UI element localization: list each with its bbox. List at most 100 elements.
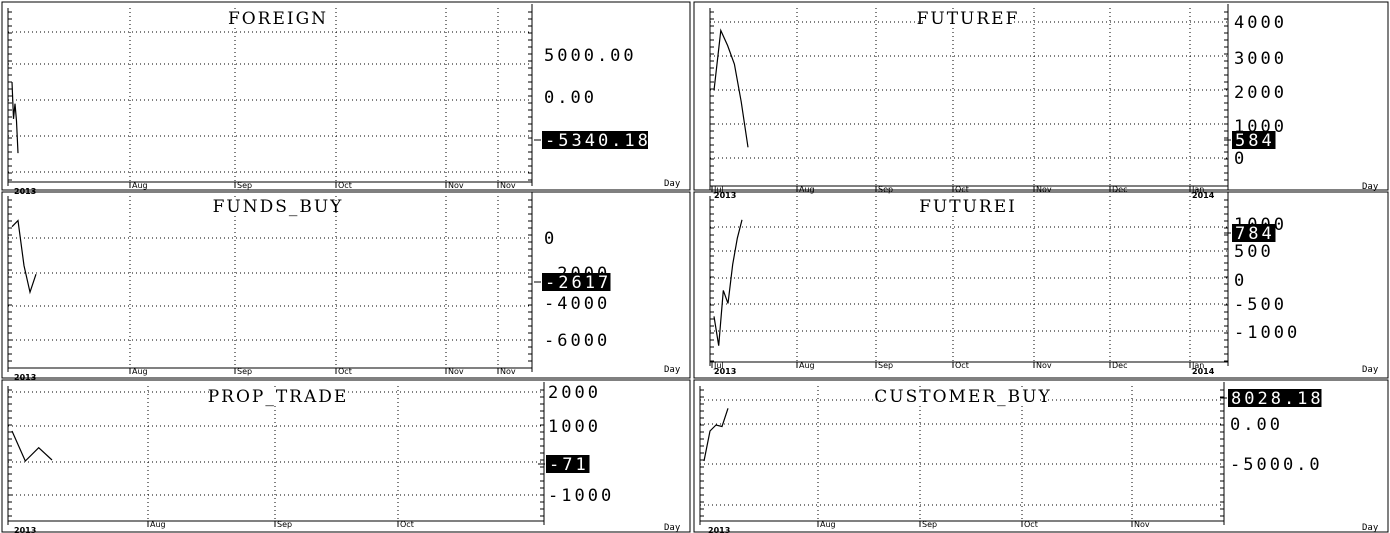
x-tick-label: Nov: [500, 367, 516, 376]
x-tick-label: Aug: [820, 520, 836, 529]
panel-frame: [693, 379, 1389, 533]
x-tick-label: Dec: [1112, 185, 1127, 194]
x-tick-label: Oct: [1024, 520, 1038, 529]
x-tick-label: Sep: [277, 520, 292, 529]
y-tick-label: 1000: [548, 417, 601, 437]
title-backing: [233, 9, 323, 28]
series-line: [713, 219, 743, 346]
current-value-label: -5340.18: [545, 131, 651, 151]
x-tick-label: Aug: [132, 367, 148, 376]
chart-futurei: FUTUREIJulAugSepOctNovDecJan201320141000…: [693, 191, 1389, 379]
y-tick-label: 4000: [1234, 13, 1287, 33]
x-year-label: 2013: [714, 367, 736, 376]
x-year-label: 2014: [1192, 191, 1215, 200]
x-tick-label: Aug: [150, 520, 166, 529]
current-value-label: -71: [549, 455, 589, 475]
period-label: Day: [664, 365, 681, 375]
x-tick-label: Aug: [132, 181, 148, 190]
x-tick-label: Sep: [237, 367, 252, 376]
y-tick-label: 0.00: [1230, 415, 1283, 435]
x-tick-label: Dec: [1112, 361, 1127, 370]
period-label: Day: [1362, 365, 1379, 375]
current-value-box: [542, 273, 611, 291]
chart-customer-buy: CUSTOMER_BUYAugSepOctNov20135000.000.00-…: [693, 379, 1389, 533]
x-axis-labels: Aug Sep Oct Nov 2013: [708, 520, 1150, 533]
current-value-label: -2617: [545, 273, 611, 293]
x-year-label: 2013: [708, 526, 730, 533]
y-tick-label: -5000.0: [1230, 455, 1323, 475]
x-axis-labels: Jul Aug Sep Oct Nov Dec Jan 2013 2014: [711, 361, 1215, 376]
x-axis-labels: Aug Sep Oct 2013: [14, 520, 414, 533]
x-tick-label: Jul: [713, 185, 724, 194]
x-tick-label: Nov: [1134, 520, 1150, 529]
x-tick-label: Nov: [500, 181, 516, 190]
title-backing: [215, 387, 341, 406]
y-tick-label: 0: [1234, 271, 1247, 291]
y-tick-label: -1000: [1234, 323, 1300, 343]
x-year-label: 2014: [1192, 367, 1215, 376]
series-line: [11, 219, 37, 295]
panel-frame: [693, 191, 1389, 379]
current-value-label: 784: [1235, 224, 1275, 244]
title-backing: [221, 197, 335, 216]
y-tick-label: -1000: [548, 486, 614, 506]
chart-futuref: FUTUREF Jul Aug Sep Oct Nov Dec Jan 2013 2014 4000…: [693, 1, 1389, 200]
y-tick-label: -6000: [544, 331, 610, 351]
chart-funds-buy: FUNDS_BUYAugSepOctNovNov20130-2000-4000-…: [1, 191, 691, 382]
y-tick-label: 0.00: [544, 88, 597, 108]
x-tick-label: Jan: [1191, 361, 1204, 370]
x-tick-label: Oct: [955, 361, 969, 370]
current-value-box: [1228, 389, 1322, 407]
y-tick-label: -4000: [544, 294, 610, 314]
x-tick-label: Oct: [338, 181, 352, 190]
x-year-label: 2013: [714, 191, 736, 200]
x-tick-label: Nov: [1036, 361, 1052, 370]
y-tick-label: 0: [1234, 149, 1247, 169]
chart-title: PROP_TRADE: [208, 387, 349, 407]
chart-title: FUTUREF: [917, 9, 1020, 29]
y-tick-label: 2000: [1234, 83, 1287, 103]
current-value-box: [1232, 131, 1276, 149]
chart-title: FUTUREI: [919, 197, 1017, 217]
x-tick-label: Nov: [1036, 185, 1052, 194]
y-tick-label: 2000: [548, 383, 601, 403]
current-value-label: 584: [1235, 131, 1275, 151]
series-line: [11, 430, 53, 463]
panel-frame: [1, 191, 691, 379]
x-tick-label: Aug: [799, 185, 815, 194]
y-tick-label: 5000.00: [544, 46, 637, 66]
title-backing: [923, 197, 1013, 216]
x-axis-labels: Jul Aug Sep Oct Nov Dec Jan 2013 2014: [711, 185, 1215, 200]
panel-frame: [1, 379, 691, 533]
panel-frame: [693, 1, 1389, 191]
x-tick-label: Oct: [400, 520, 414, 529]
period-label: Day: [1362, 523, 1379, 533]
x-tick-label: Aug: [799, 361, 815, 370]
y-tick-label: 0: [544, 229, 557, 249]
current-value-box: [546, 455, 590, 473]
x-tick-label: Sep: [878, 185, 893, 194]
x-year-label: 2013: [14, 526, 36, 533]
y-tick-label: 3000: [1234, 49, 1287, 69]
current-value-box: [542, 131, 648, 149]
current-value-box: [1232, 224, 1276, 242]
x-tick-label: Nov: [448, 181, 464, 190]
y-tick-label: 500: [1234, 242, 1274, 262]
current-value-label: 8028.18: [1231, 389, 1324, 409]
series-line: [713, 28, 749, 148]
period-label: Day: [664, 179, 681, 189]
panel-frame: [1, 1, 691, 191]
title-backing: [923, 9, 1013, 28]
chart-title: CUSTOMER_BUY: [874, 387, 1051, 407]
x-tick-label: Sep: [878, 361, 893, 370]
x-tick-label: Jul: [713, 361, 724, 370]
x-tick-label: Nov: [448, 367, 464, 376]
chart-title: FUNDS_BUY: [213, 197, 344, 217]
series-line: [11, 81, 19, 154]
title-backing: [887, 387, 1039, 406]
period-label: Day: [664, 523, 681, 533]
